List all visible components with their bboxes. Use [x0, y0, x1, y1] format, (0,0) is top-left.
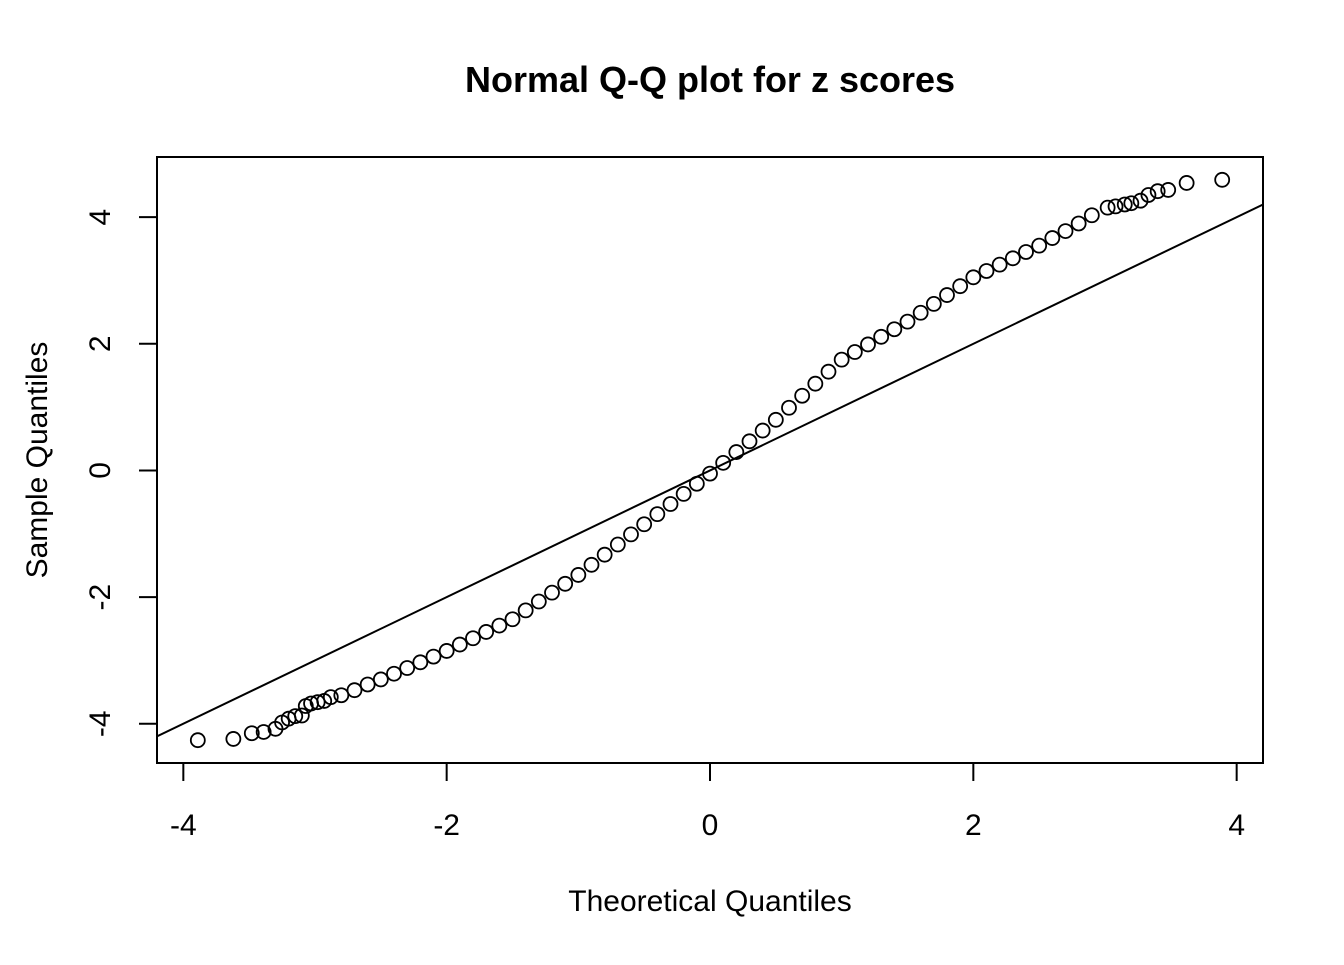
x-tick-label: 0: [702, 809, 719, 842]
point: [978, 263, 995, 279]
point: [662, 496, 679, 512]
point: [609, 536, 626, 553]
point: [243, 725, 260, 742]
point: [438, 643, 455, 659]
point: [1214, 171, 1231, 188]
point: [1149, 183, 1166, 200]
x-axis-label: Theoretical Quantiles: [568, 885, 851, 918]
point: [886, 321, 903, 338]
point: [1070, 215, 1087, 232]
point: [596, 546, 613, 563]
chart-title: Normal Q-Q plot for z scores: [465, 59, 955, 100]
point: [570, 567, 587, 583]
point: [636, 516, 653, 533]
point: [820, 363, 837, 380]
y-tick-label: -2: [84, 584, 117, 611]
point: [451, 636, 468, 653]
point: [991, 256, 1008, 273]
point: [1123, 195, 1140, 212]
reference-line: [157, 203, 1263, 738]
plot-frame: [156, 156, 1264, 764]
point: [952, 278, 969, 295]
point: [1044, 230, 1061, 246]
point: [965, 269, 982, 286]
point: [557, 575, 574, 592]
y-tick-label: 4: [84, 209, 117, 226]
point: [583, 556, 600, 573]
x-tick-label: 4: [1228, 809, 1245, 842]
y-tick-label: 2: [84, 335, 117, 352]
point: [287, 708, 304, 725]
x-tick-label: -4: [170, 809, 197, 842]
point: [517, 602, 534, 619]
point: [925, 296, 942, 312]
point: [544, 584, 560, 601]
point: [293, 707, 310, 724]
point: [1083, 207, 1100, 224]
point: [846, 344, 863, 360]
point: [189, 732, 206, 749]
point: [1178, 175, 1195, 191]
point: [412, 654, 429, 671]
point: [1140, 187, 1157, 203]
point: [623, 526, 639, 543]
point: [1160, 182, 1177, 198]
point: [372, 671, 389, 688]
point: [346, 682, 363, 699]
point: [491, 617, 508, 634]
point: [754, 422, 771, 439]
point: [715, 454, 732, 471]
point: [781, 399, 797, 416]
point: [833, 351, 850, 368]
point: [873, 328, 890, 345]
point: [702, 465, 718, 482]
y-axis-label: Sample Quantiles: [21, 342, 54, 579]
point: [1057, 223, 1074, 239]
point: [322, 689, 339, 706]
point: [688, 475, 705, 492]
point: [939, 287, 955, 303]
point: [912, 304, 929, 321]
point: [741, 433, 758, 450]
point: [333, 687, 350, 704]
x-tick-label: 2: [965, 809, 982, 842]
point: [1004, 250, 1021, 267]
point: [1116, 196, 1133, 213]
point: [860, 336, 876, 353]
point: [1099, 199, 1116, 216]
point: [1107, 198, 1124, 215]
point: [807, 375, 824, 392]
y-tick-label: -4: [84, 710, 117, 737]
point: [649, 506, 666, 523]
point: [359, 676, 376, 693]
x-tick-label: -2: [433, 809, 460, 842]
point: [530, 593, 547, 610]
point: [767, 411, 784, 428]
y-tick-label: 0: [84, 462, 117, 479]
point: [399, 660, 416, 676]
point: [255, 724, 272, 740]
point: [1018, 244, 1034, 260]
point: [309, 694, 326, 711]
point: [728, 444, 745, 460]
point: [504, 611, 521, 628]
point: [478, 624, 495, 640]
point: [794, 387, 811, 404]
point: [899, 313, 916, 330]
point: [675, 485, 692, 502]
point: [465, 630, 481, 647]
point: [425, 648, 442, 665]
point: [1132, 192, 1149, 209]
point: [225, 731, 242, 747]
point: [386, 665, 402, 682]
point: [1031, 237, 1048, 254]
